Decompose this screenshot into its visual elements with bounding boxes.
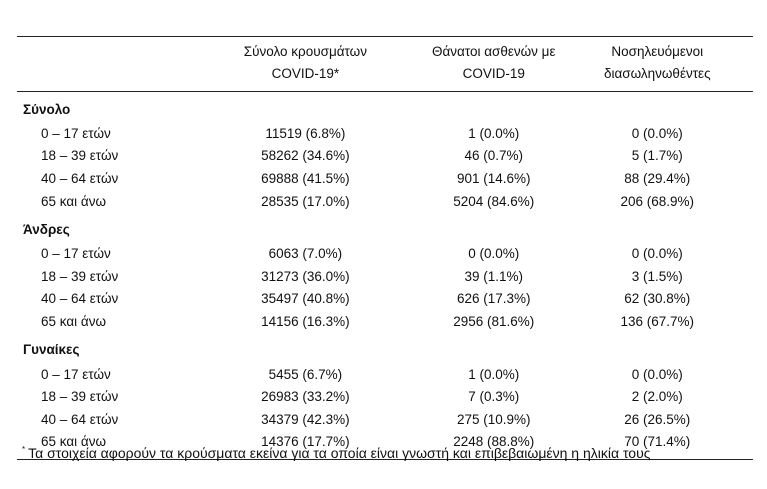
deaths-cell: 1 (0.0%) (468, 125, 520, 141)
cases-cell: 26983 (33.2%) (261, 389, 350, 405)
cases-cell: 5455 (6.7%) (268, 366, 343, 382)
age-group: 40 – 64 ετών (41, 170, 119, 186)
table-row: 65 και άνω 14376 (17.7%) 2248 (88.8%) 70 (7… (17, 431, 753, 454)
table-row: 40 – 64 ετών 35497 (40.8%) 626 (17.3%) 62 (… (17, 288, 753, 311)
header-empty (17, 37, 185, 91)
table-row: 40 – 64 ετών 34379 (42.3%) 275 (10.9%) 26 (… (17, 408, 753, 431)
intubated-cell: 0 (0.0%) (631, 246, 683, 262)
header-intubated: Νοσηλευόμενοι διασωληνωθέντες (562, 37, 753, 91)
section-row: Γυναίκες (17, 333, 753, 363)
cases-cell: 31273 (36.0%) (261, 268, 350, 284)
header-row: Σύνολο κρουσμάτων COVID-19* Θάνατοι ασθεν… (17, 37, 753, 91)
deaths-cell: 626 (17.3%) (456, 291, 531, 307)
age-group: 0 – 17 ετών (41, 125, 111, 141)
cases-cell: 69888 (41.5%) (261, 170, 350, 186)
cases-cell: 11519 (6.8%) (265, 125, 346, 141)
table-row: 18 – 39 ετών 58262 (34.6%) 46 (0.7%) 5 (1.7… (17, 145, 753, 168)
header-line: COVID-19 (462, 66, 525, 81)
intubated-cell: 136 (67.7%) (620, 313, 695, 329)
intubated-cell: 3 (1.5%) (631, 268, 683, 284)
cases-cell: 28535 (17.0%) (261, 193, 350, 209)
top-rule (17, 36, 753, 37)
deaths-cell: 0 (0.0%) (468, 246, 520, 262)
deaths-cell: 39 (1.1%) (464, 268, 523, 284)
footnote: * Τα στοιχεία αφορούν τα κρούσματα εκείνα… (22, 445, 651, 461)
age-group: 40 – 64 ετών (41, 411, 119, 427)
cases-cell: 58262 (34.6%) (261, 148, 350, 164)
table-row: 18 – 39 ετών 31273 (36.0%) 39 (1.1%) 3 (1.5… (17, 265, 753, 288)
table-row: 0 – 17 ετών 5455 (6.7%) 1 (0.0%) 0 (0.0%) (17, 363, 753, 386)
header-line: COVID-19* (271, 66, 340, 81)
header-line: Σύνολο κρουσμάτων (243, 44, 367, 59)
table-row: 65 και άνω 28535 (17.0%) 5204 (84.6%) 206 (… (17, 190, 753, 213)
section-title: Σύνολο (23, 101, 71, 117)
cases-cell: 14156 (16.3%) (261, 313, 350, 329)
deaths-cell: 1 (0.0%) (468, 366, 520, 382)
age-group: 18 – 39 ετών (41, 389, 119, 405)
intubated-cell: 5 (1.7%) (631, 148, 683, 164)
cases-cell: 6063 (7.0%) (268, 246, 343, 262)
age-group: 0 – 17 ετών (41, 366, 111, 382)
section-row: Άνδρες (17, 212, 753, 242)
deaths-cell: 2956 (81.6%) (453, 313, 535, 329)
deaths-cell: 901 (14.6%) (456, 170, 531, 186)
age-group: 40 – 64 ετών (41, 291, 119, 307)
deaths-cell: 7 (0.3%) (468, 389, 520, 405)
intubated-cell: 2 (2.0%) (631, 389, 683, 405)
table-row: 18 – 39 ετών 26983 (33.2%) 7 (0.3%) 2 (2.0%… (17, 385, 753, 408)
intubated-cell: 70 (71.4%) (624, 434, 691, 450)
deaths-cell: 275 (10.9%) (456, 411, 531, 427)
age-breakdown-table-container: Σύνολο κρουσμάτων COVID-19* Θάνατοι ασθεν… (17, 36, 753, 461)
section-row: Σύνολο (17, 92, 753, 122)
intubated-cell: 206 (68.9%) (620, 193, 695, 209)
cases-cell: 35497 (40.8%) (261, 291, 350, 307)
deaths-cell: 5204 (84.6%) (453, 193, 535, 209)
age-breakdown-table: Σύνολο κρουσμάτων COVID-19* Θάνατοι ασθεν… (17, 37, 753, 453)
table-row: 65 και άνω 14156 (16.3%) 2956 (81.6%) 136 (… (17, 310, 753, 333)
intubated-cell: 62 (30.8%) (624, 291, 691, 307)
header-cases: Σύνολο κρουσμάτων COVID-19* (185, 37, 426, 91)
deaths-cell: 2248 (88.8%) (453, 434, 535, 450)
header-deaths: Θάνατοι ασθενών με COVID-19 (426, 37, 562, 91)
intubated-cell: 0 (0.0%) (631, 125, 683, 141)
bottom-rule (17, 459, 753, 461)
age-group: 65 και άνω (41, 193, 107, 209)
header-line: Θάνατοι ασθενών με (431, 44, 556, 59)
table-row: 0 – 17 ετών 11519 (6.8%) 1 (0.0%) 0 (0.0%) (17, 122, 753, 145)
cases-cell: 34379 (42.3%) (261, 411, 350, 427)
deaths-cell: 46 (0.7%) (464, 148, 523, 164)
header-rule (17, 91, 753, 92)
age-group: 18 – 39 ετών (41, 268, 119, 284)
age-group: 65 και άνω (41, 313, 107, 329)
footnote-mark: * (22, 445, 26, 454)
section-title: Γυναίκες (23, 342, 80, 358)
table-row: 0 – 17 ετών 6063 (7.0%) 0 (0.0%) 0 (0.0%) (17, 242, 753, 265)
footnote-text: Τα στοιχεία αφορούν τα κρούσματα εκείνα … (28, 445, 651, 461)
table-row: 40 – 64 ετών 69888 (41.5%) 901 (14.6%) 88 (… (17, 167, 753, 190)
header-line: διασωληνωθέντες (603, 66, 711, 81)
intubated-cell: 88 (29.4%) (624, 170, 691, 186)
age-group: 65 και άνω (41, 434, 107, 450)
age-group: 18 – 39 ετών (41, 148, 119, 164)
table-body: Σύνολο 0 – 17 ετών 11519 (6.8%) 1 (0.0%) 0 (… (17, 92, 753, 453)
age-group: 0 – 17 ετών (41, 246, 111, 262)
header-line: Νοσηλευόμενοι (611, 44, 704, 59)
cases-cell: 14376 (17.7%) (261, 434, 350, 450)
intubated-cell: 26 (26.5%) (624, 411, 691, 427)
section-title: Άνδρες (23, 221, 70, 237)
intubated-cell: 0 (0.0%) (631, 366, 683, 382)
